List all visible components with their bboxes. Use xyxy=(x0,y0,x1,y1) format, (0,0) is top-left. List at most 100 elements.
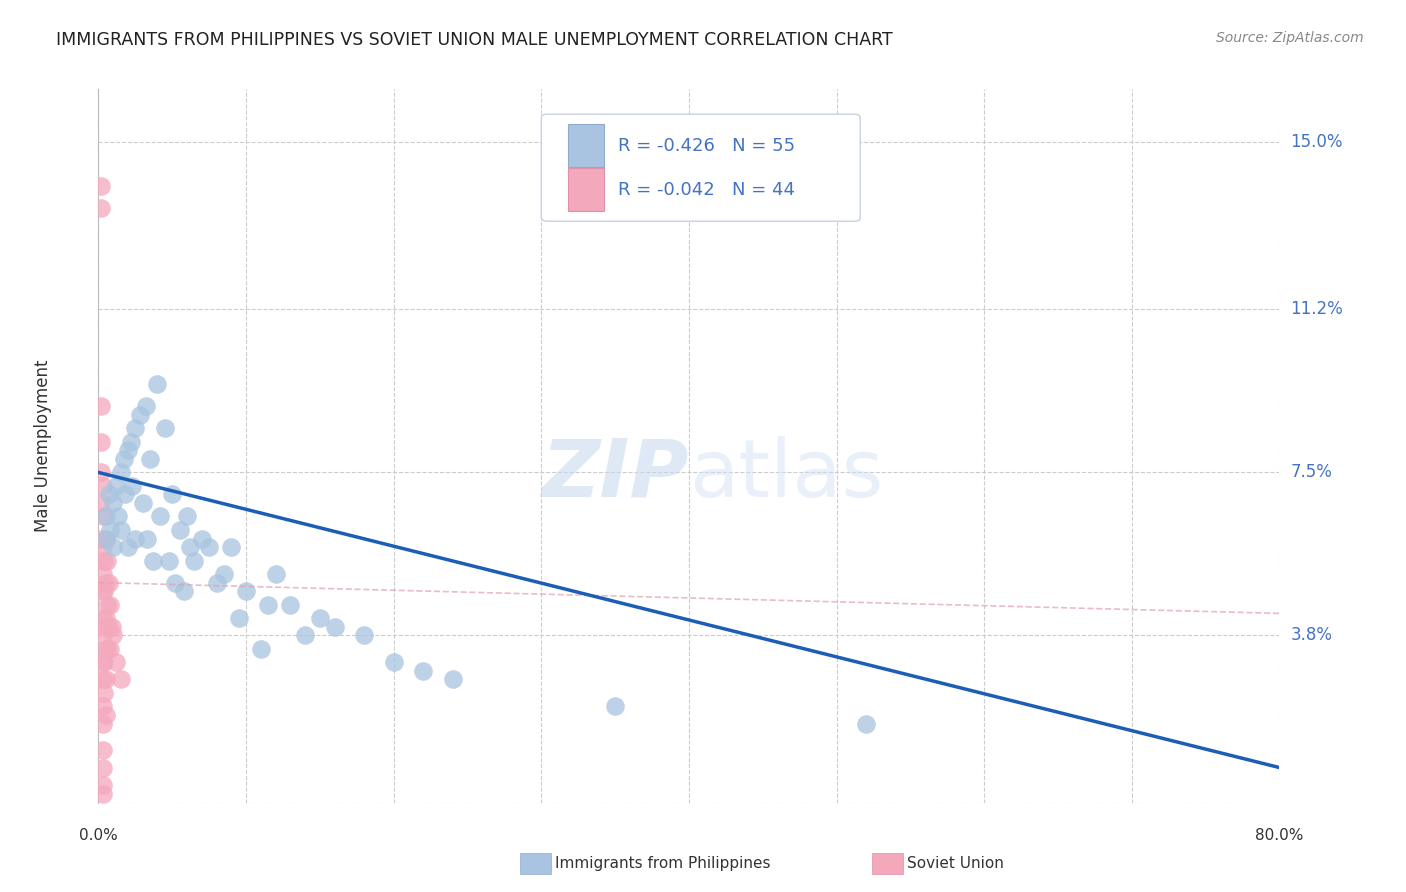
Point xyxy=(90,434,112,449)
Point xyxy=(91,509,114,524)
Point xyxy=(165,575,187,590)
Point xyxy=(90,179,112,194)
Point xyxy=(91,611,114,625)
Point xyxy=(103,541,125,555)
FancyBboxPatch shape xyxy=(541,114,860,221)
Point xyxy=(93,584,115,599)
Point xyxy=(114,487,136,501)
Point xyxy=(219,541,242,555)
Point xyxy=(94,509,117,524)
Point xyxy=(855,716,877,731)
Point xyxy=(157,553,180,567)
Point xyxy=(91,778,114,792)
Point xyxy=(124,532,146,546)
Point xyxy=(139,452,162,467)
Point xyxy=(96,553,118,567)
Text: 3.8%: 3.8% xyxy=(1291,626,1333,644)
Point xyxy=(146,377,169,392)
Point xyxy=(117,443,139,458)
Point xyxy=(91,716,114,731)
Text: 15.0%: 15.0% xyxy=(1291,133,1343,151)
Point xyxy=(142,553,165,567)
Point xyxy=(91,655,114,669)
Point xyxy=(605,698,627,713)
Point xyxy=(257,598,280,612)
Point xyxy=(250,641,273,656)
Point xyxy=(90,466,112,480)
Point xyxy=(176,509,198,524)
Point xyxy=(205,575,228,590)
Point xyxy=(198,541,221,555)
Point xyxy=(91,673,114,687)
Point xyxy=(110,673,132,687)
Point xyxy=(105,655,128,669)
Point xyxy=(110,523,132,537)
Point xyxy=(228,611,250,625)
Point xyxy=(121,478,143,492)
Point xyxy=(153,421,176,435)
Point xyxy=(93,553,115,567)
Point xyxy=(412,664,434,678)
Point xyxy=(97,619,120,633)
Point xyxy=(382,655,405,669)
Point xyxy=(103,628,125,642)
Point xyxy=(323,619,346,633)
Point xyxy=(98,598,121,612)
Text: 11.2%: 11.2% xyxy=(1291,301,1343,318)
Text: Male Unemployment: Male Unemployment xyxy=(34,359,52,533)
Point xyxy=(93,655,115,669)
Point xyxy=(100,619,122,633)
Point xyxy=(120,434,142,449)
Point xyxy=(212,566,235,581)
Text: 0.0%: 0.0% xyxy=(79,828,118,843)
Point xyxy=(91,584,114,599)
Point xyxy=(91,698,114,713)
Point xyxy=(91,760,114,774)
Point xyxy=(90,201,112,215)
Point xyxy=(96,641,118,656)
Point xyxy=(90,496,112,510)
Point xyxy=(309,611,332,625)
Point xyxy=(97,487,120,501)
Point xyxy=(98,523,121,537)
Text: atlas: atlas xyxy=(689,435,883,514)
Point xyxy=(149,509,172,524)
Point xyxy=(94,707,117,722)
Point xyxy=(94,532,117,546)
Point xyxy=(94,532,117,546)
Text: Source: ZipAtlas.com: Source: ZipAtlas.com xyxy=(1216,31,1364,45)
Text: 80.0%: 80.0% xyxy=(1256,828,1303,843)
Point xyxy=(90,532,112,546)
Point xyxy=(117,541,139,555)
Point xyxy=(162,487,183,501)
Point xyxy=(94,575,117,590)
Point xyxy=(191,532,214,546)
Point xyxy=(112,452,135,467)
Text: Immigrants from Philippines: Immigrants from Philippines xyxy=(555,856,770,871)
Point xyxy=(103,496,125,510)
Point xyxy=(353,628,375,642)
Point xyxy=(94,641,117,656)
Point xyxy=(96,598,118,612)
Point xyxy=(105,478,128,492)
Text: R = -0.042   N = 44: R = -0.042 N = 44 xyxy=(619,181,794,199)
FancyBboxPatch shape xyxy=(568,124,605,167)
Point xyxy=(91,478,114,492)
Point xyxy=(110,466,132,480)
Point xyxy=(91,743,114,757)
Point xyxy=(294,628,316,642)
Point xyxy=(93,619,115,633)
Point xyxy=(91,566,114,581)
Point xyxy=(278,598,302,612)
Point xyxy=(97,575,120,590)
Point xyxy=(169,523,191,537)
Text: ZIP: ZIP xyxy=(541,435,689,514)
Point xyxy=(91,628,114,642)
Point xyxy=(91,541,114,555)
Point xyxy=(135,400,157,414)
FancyBboxPatch shape xyxy=(568,169,605,211)
Point xyxy=(98,641,121,656)
Text: IMMIGRANTS FROM PHILIPPINES VS SOVIET UNION MALE UNEMPLOYMENT CORRELATION CHART: IMMIGRANTS FROM PHILIPPINES VS SOVIET UN… xyxy=(56,31,893,49)
Point xyxy=(124,421,146,435)
Text: R = -0.426   N = 55: R = -0.426 N = 55 xyxy=(619,136,796,154)
